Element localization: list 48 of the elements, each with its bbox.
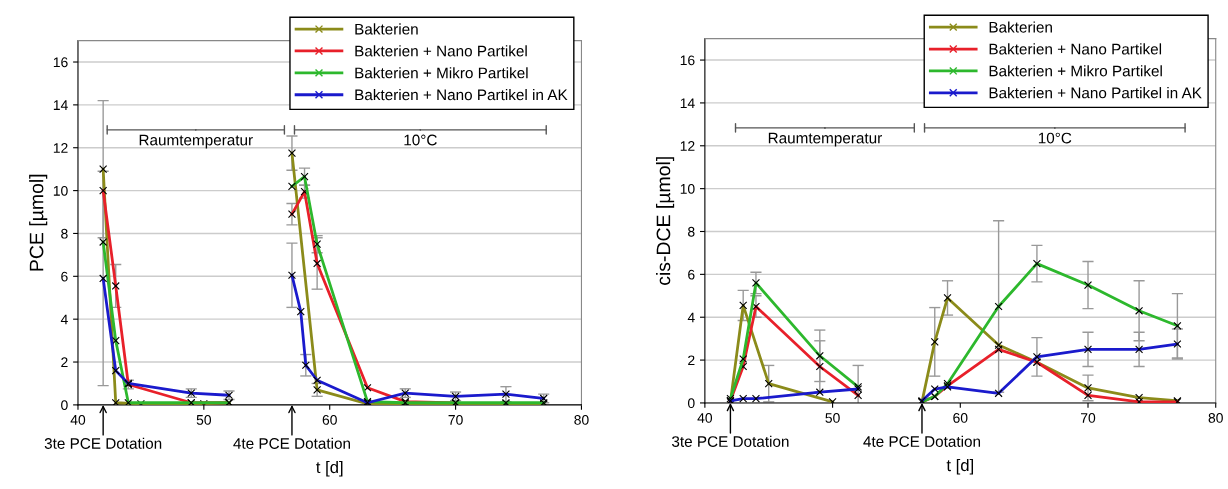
text: 3te PCE Dotation <box>44 437 162 449</box>
y-tick-label: 2 <box>61 357 68 368</box>
legend-label: Bakterien + Nano Partikel in AK <box>989 87 1202 99</box>
y-axis-title: cis-DCE [µmol] <box>656 157 675 285</box>
y-tick-label: 14 <box>53 100 68 110</box>
x-tick-label: 40 <box>697 413 713 423</box>
y-tick-label: 14 <box>680 98 695 108</box>
legend-label: Bakterien + Nano Partikel <box>989 43 1162 55</box>
y-tick-label: 0 <box>687 398 695 409</box>
y-tick-label: 4 <box>60 314 68 325</box>
y-tick-label: 12 <box>53 143 68 153</box>
annotation: 10°C <box>1038 132 1072 144</box>
x-tick-label: 60 <box>953 413 968 423</box>
text: 3te PCE Dotation <box>671 435 789 447</box>
y-tick-label: 0 <box>61 400 68 411</box>
y-tick-label: 10 <box>680 183 695 194</box>
legend-label: Bakterien + Nano Partikel in AK <box>355 89 568 101</box>
y-tick-label: 6 <box>688 269 695 280</box>
y-tick-label: 12 <box>680 141 695 151</box>
text: 4te PCE Dotation <box>863 435 981 447</box>
annotation: 10°C <box>404 134 437 146</box>
x-tick-label: 50 <box>825 413 840 423</box>
text: 4te PCE Dotation <box>233 437 350 449</box>
annotation: Raumtemperatur <box>139 134 253 149</box>
y-tick-label: 10 <box>53 185 68 196</box>
y-tick-label: 6 <box>61 271 68 282</box>
annotation: Raumtemperatur <box>768 132 882 147</box>
y-tick-label: 8 <box>688 226 695 237</box>
y-tick-label: 4 <box>687 312 695 323</box>
x-axis-title: t [d] <box>316 460 343 477</box>
legend-label: Bakterien + Mikro Partikel <box>989 65 1162 77</box>
y-tick-label: 16 <box>680 55 695 66</box>
x-tick-label: 60 <box>322 414 337 425</box>
legend-label: Bakterien + Mikro Partikel <box>355 67 528 79</box>
x-tick-label: 70 <box>448 414 463 425</box>
legend-label: Bakterien + Nano Partikel <box>355 45 527 57</box>
x-axis-title: t [d] <box>946 458 974 475</box>
x-tick-label: 40 <box>70 414 86 425</box>
y-tick-label: 2 <box>688 355 695 366</box>
y-tick-label: 16 <box>53 57 68 68</box>
legend-label: Bakterien <box>989 21 1052 33</box>
legend-label: Bakterien <box>355 23 418 35</box>
x-tick-label: 70 <box>1081 413 1096 423</box>
x-tick-label: 50 <box>196 414 212 425</box>
y-axis-title: PCE [µmol] <box>29 174 48 271</box>
y-tick-label: 8 <box>61 228 68 239</box>
x-tick-label: 80 <box>1208 413 1223 423</box>
x-tick-label: 80 <box>574 414 589 425</box>
